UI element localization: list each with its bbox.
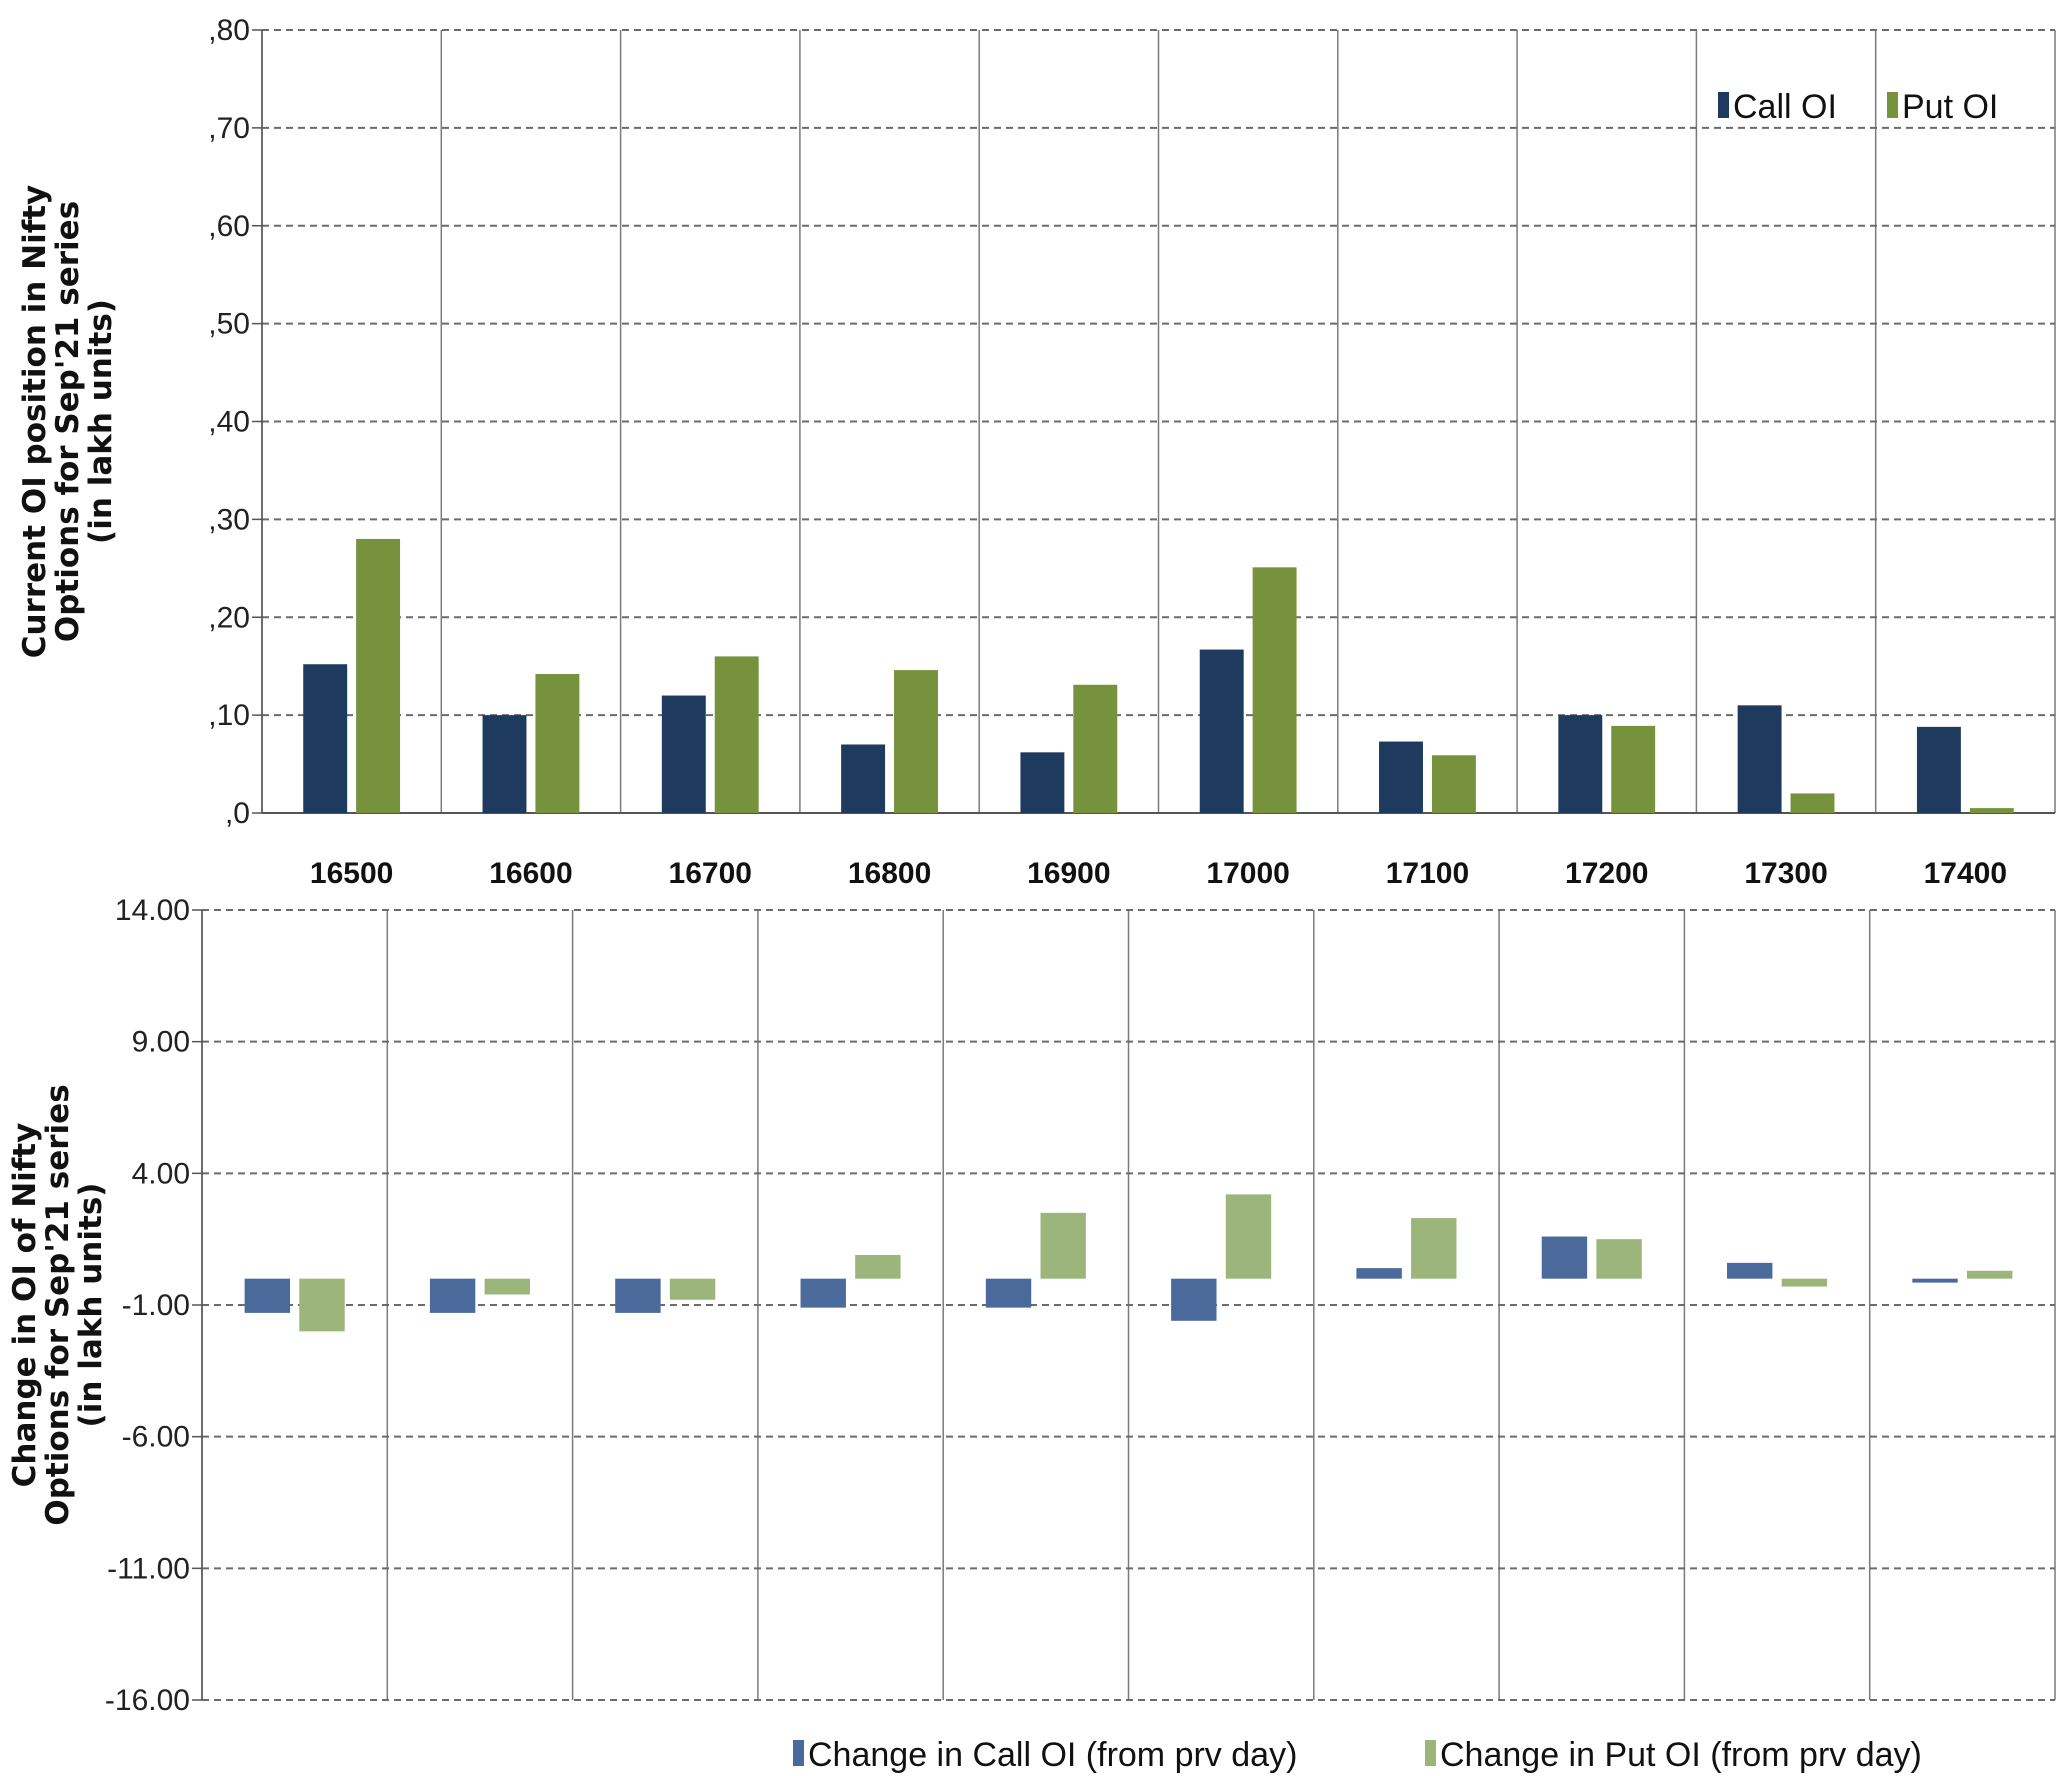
bar-change-in-call-oi-from-prv-day--16600 <box>429 1278 476 1313</box>
y-tick-label: ,50 <box>208 308 250 341</box>
x-tick-label: 16600 <box>489 857 572 890</box>
bar-put-oi-17300 <box>1790 793 1835 813</box>
y-tick-label: 9.00 <box>132 1026 190 1059</box>
x-tick-label: 16900 <box>1027 857 1110 890</box>
y-tick-label: ,40 <box>208 406 250 439</box>
legend-swatch <box>793 1740 804 1766</box>
legend: Call OI Put OI <box>1718 88 1998 126</box>
y-tick-label: ,20 <box>208 601 250 634</box>
legend-label: Change in Put OI (from prv day) <box>1440 1736 1922 1774</box>
bar-call-oi-16600 <box>482 715 527 813</box>
bar-change-in-call-oi-from-prv-day--17200 <box>1541 1236 1588 1279</box>
bar-call-oi-16900 <box>1020 752 1065 813</box>
bar-call-oi-17200 <box>1558 715 1603 813</box>
bar-change-in-put-oi-from-prv-day--16800 <box>855 1254 901 1279</box>
bar-change-in-put-oi-from-prv-day--16600 <box>484 1278 530 1295</box>
bar-change-in-put-oi-from-prv-day--16700 <box>669 1278 716 1300</box>
x-tick-label: 16800 <box>848 857 931 890</box>
x-tick-label: 17000 <box>1206 857 1289 890</box>
bar-change-in-call-oi-from-prv-day--17300 <box>1727 1262 1773 1279</box>
y-tick-label: ,80 <box>208 14 250 47</box>
bar-change-in-put-oi-from-prv-day--17300 <box>1781 1278 1828 1287</box>
legend-label: Call OI <box>1733 88 1837 126</box>
x-tick-label: 16500 <box>310 857 393 890</box>
y-axis-title-line: Options for Sep'21 series <box>50 201 86 642</box>
legend-label: Change in Call OI (from prv day) <box>808 1736 1297 1774</box>
bar-put-oi-17200 <box>1611 725 1656 813</box>
bar-change-in-call-oi-from-prv-day--16700 <box>615 1278 661 1313</box>
bar-put-oi-16800 <box>894 670 938 813</box>
y-axis-title-line: (in lakh units) <box>83 299 119 544</box>
y-axis-title-line: Current OI position in Nifty <box>17 185 53 659</box>
bar-change-in-call-oi-from-prv-day--17100 <box>1356 1268 1402 1279</box>
bar-change-in-put-oi-from-prv-day--16900 <box>1040 1212 1086 1279</box>
y-axis-title-line: Change in OI of Nifty <box>7 1123 43 1488</box>
bar-change-in-call-oi-from-prv-day--16500 <box>244 1278 291 1313</box>
y-tick-label: ,10 <box>208 699 250 732</box>
bar-change-in-call-oi-from-prv-day--16800 <box>800 1278 846 1308</box>
bar-change-in-call-oi-from-prv-day--16900 <box>985 1278 1032 1308</box>
bar-put-oi-16700 <box>714 656 759 813</box>
bar-change-in-put-oi-from-prv-day--17200 <box>1596 1239 1642 1279</box>
legend-swatch <box>1887 92 1898 118</box>
legend-label: Put OI <box>1902 88 1998 126</box>
bar-put-oi-17000 <box>1252 567 1297 813</box>
bar-call-oi-17300 <box>1737 705 1782 813</box>
bar-call-oi-16500 <box>303 664 348 813</box>
x-tick-label: 17100 <box>1386 857 1469 890</box>
bar-put-oi-17400 <box>1969 808 2014 813</box>
bar-call-oi-17400 <box>1916 726 1961 813</box>
legend-swatch <box>1718 92 1729 118</box>
bar-put-oi-16900 <box>1073 684 1118 813</box>
y-tick-label: ,60 <box>208 210 250 243</box>
legend-swatch <box>1425 1740 1436 1766</box>
y-tick-label: 14.00 <box>115 894 190 927</box>
bar-change-in-put-oi-from-prv-day--17000 <box>1225 1194 1272 1279</box>
bar-change-in-put-oi-from-prv-day--16500 <box>299 1278 345 1332</box>
x-tick-label: 17200 <box>1565 857 1648 890</box>
change-in-oi-chart: 14.00 9.00 4.00 -1.00 -6.00 -11.00 -16.00 Chang… <box>7 894 2056 1774</box>
bar-call-oi-17000 <box>1199 649 1244 813</box>
y-tick-label: ,30 <box>208 503 250 536</box>
bar-call-oi-16700 <box>661 695 706 813</box>
x-tick-label: 17300 <box>1744 857 1827 890</box>
x-tick-label: 16700 <box>669 857 752 890</box>
bar-call-oi-16800 <box>841 744 886 813</box>
y-tick-label: -1.00 <box>122 1289 190 1322</box>
bar-put-oi-16500 <box>356 538 401 813</box>
y-axis-title-line: (in lakh units) <box>73 1183 109 1428</box>
y-tick-label: ,0 <box>225 797 250 830</box>
bar-put-oi-16600 <box>535 674 580 813</box>
y-tick-label: ,70 <box>208 112 250 145</box>
y-tick-label: 4.00 <box>132 1157 190 1190</box>
bar-change-in-call-oi-from-prv-day--17000 <box>1171 1278 1217 1321</box>
y-tick-label: -16.00 <box>105 1684 190 1717</box>
legend: Change in Call OI (from prv day) Change i… <box>793 1736 1922 1774</box>
bar-call-oi-17100 <box>1379 741 1423 813</box>
y-tick-label: -6.00 <box>122 1421 190 1454</box>
bar-change-in-put-oi-from-prv-day--17100 <box>1411 1218 1457 1279</box>
y-tick-label: -11.00 <box>107 1552 190 1585</box>
bar-change-in-put-oi-from-prv-day--17400 <box>1966 1270 2013 1279</box>
bar-change-in-call-oi-from-prv-day--17400 <box>1912 1278 1958 1283</box>
current-oi-chart: ,0 ,10 ,20 ,30 ,40 ,50 ,60 ,70 ,80 16500 16600 1670… <box>17 14 2056 890</box>
y-axis-title-line: Options for Sep'21 series <box>40 1084 76 1525</box>
bar-put-oi-17100 <box>1431 755 1476 813</box>
x-tick-label: 17400 <box>1924 857 2007 890</box>
